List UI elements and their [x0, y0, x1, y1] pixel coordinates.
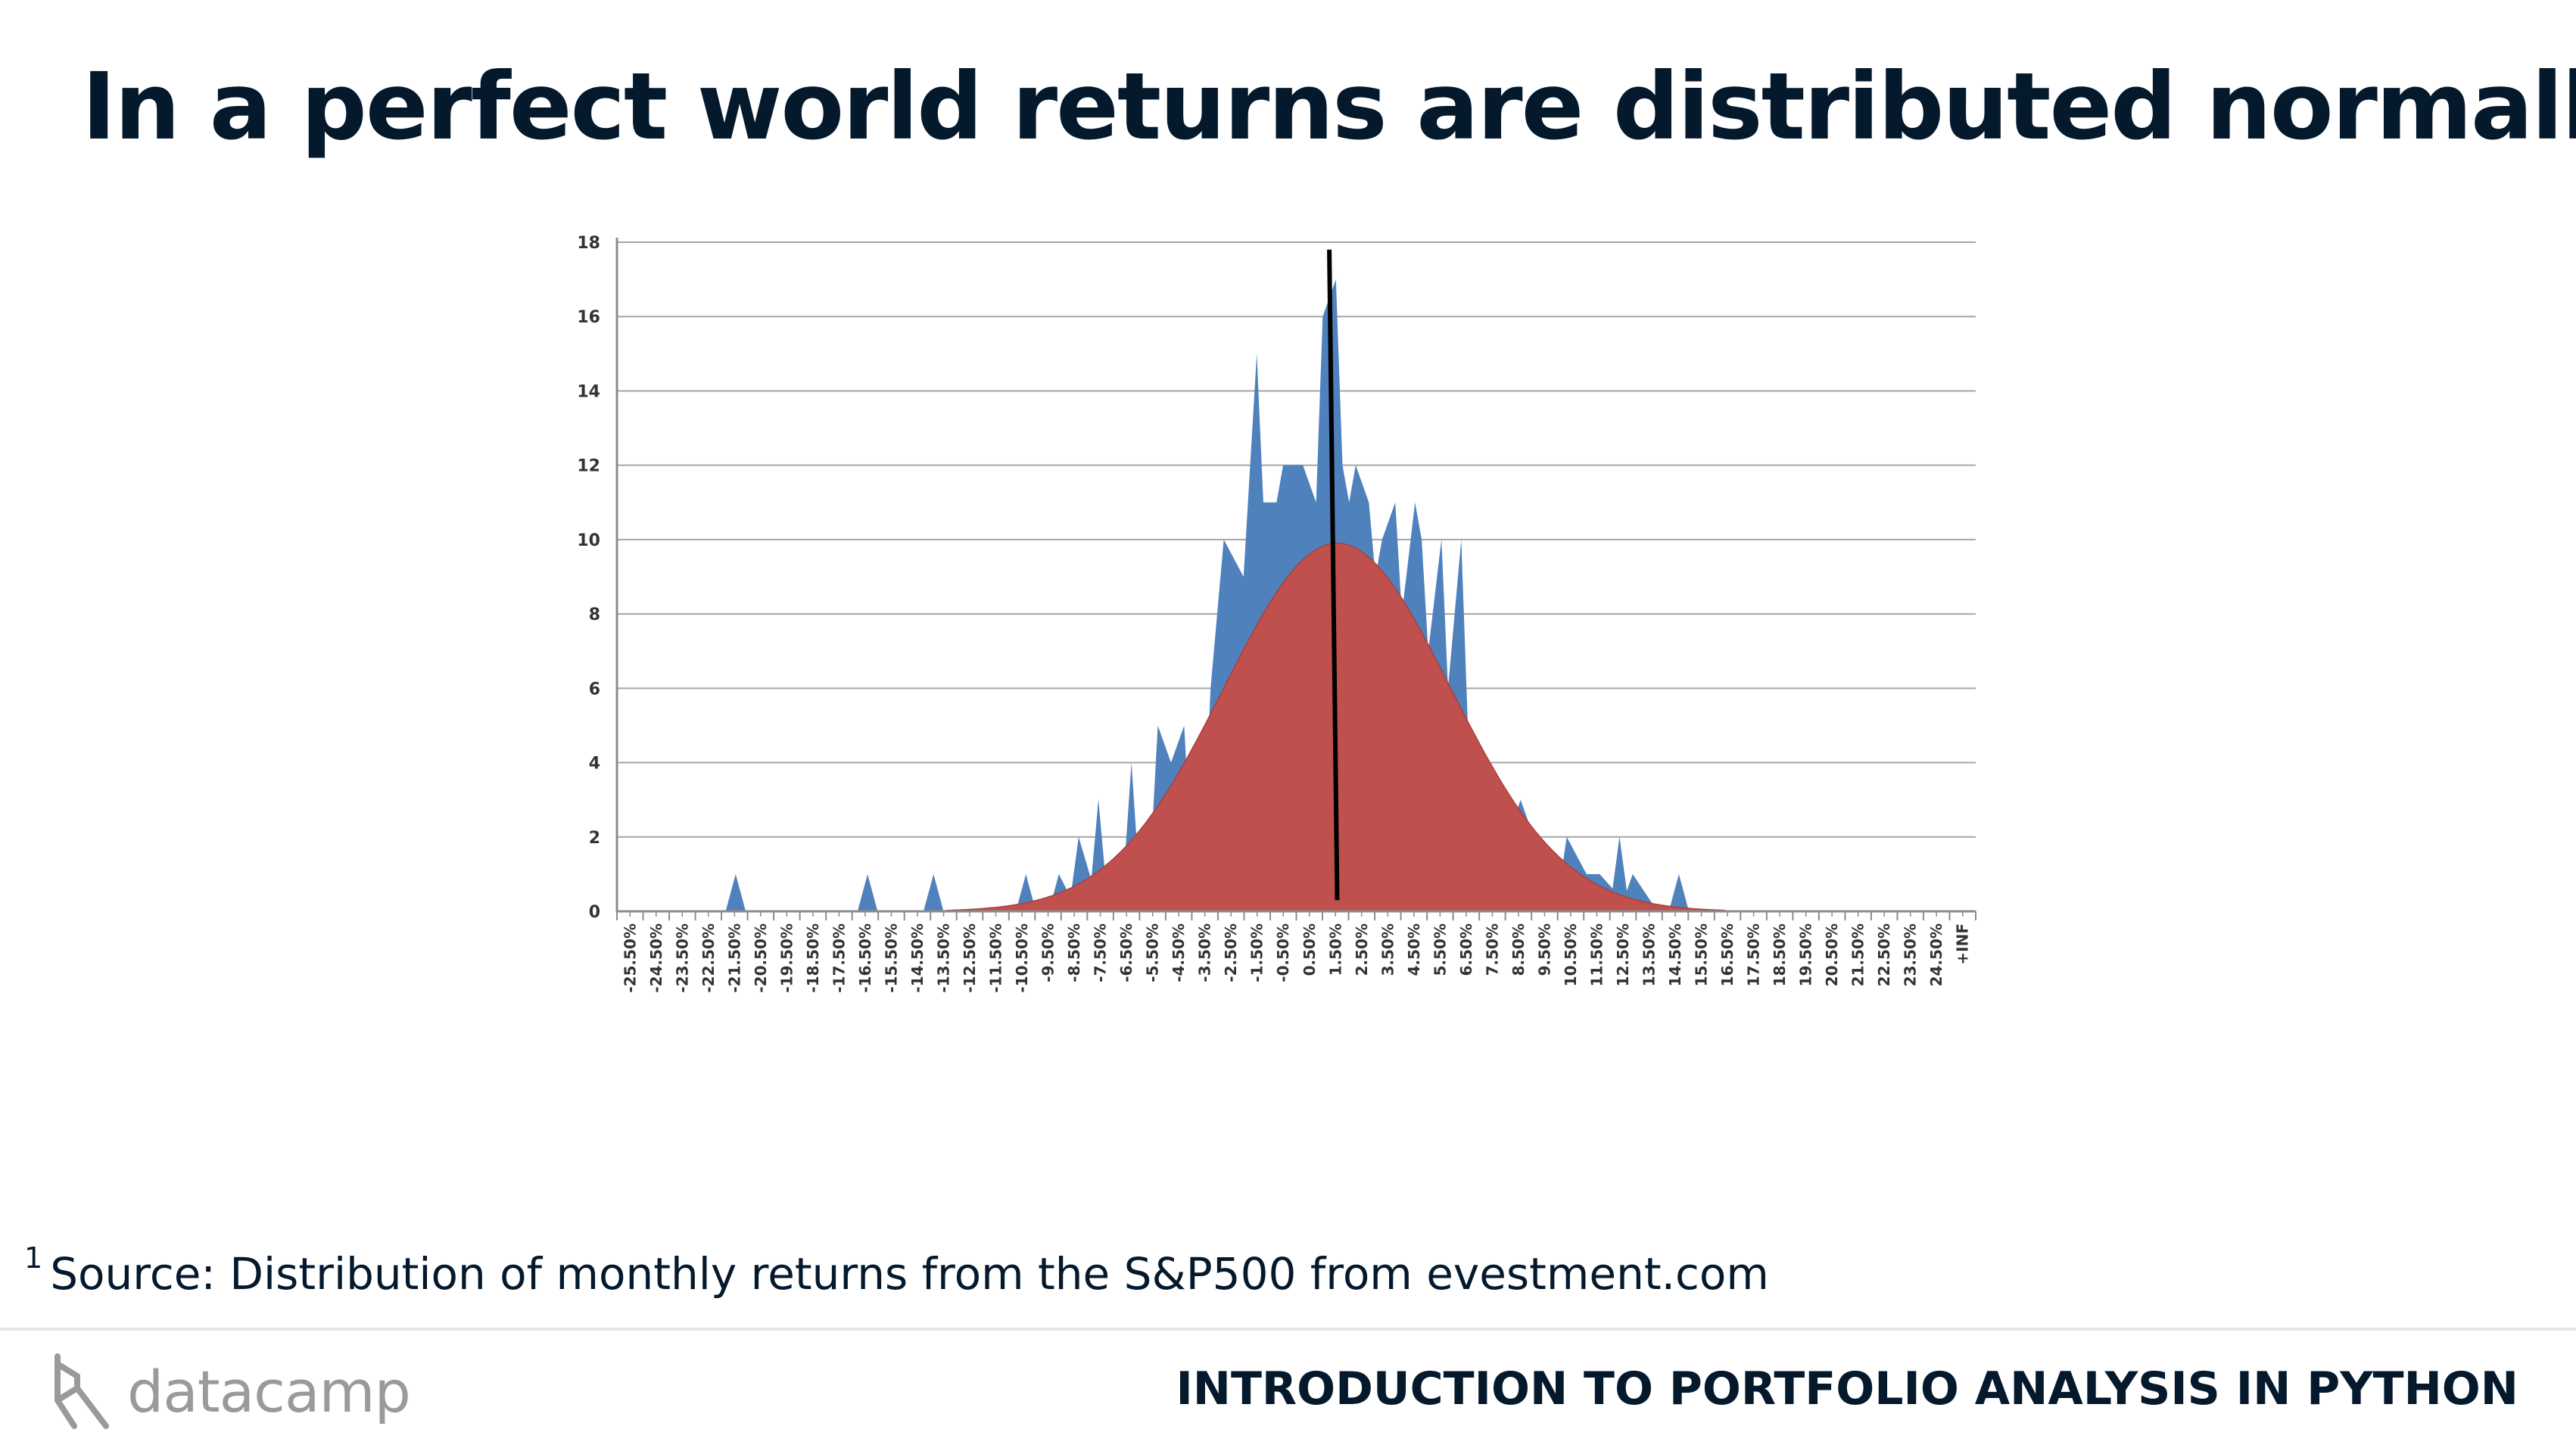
x-tick-label: 24.50%	[1927, 923, 1945, 986]
x-tick-label: -10.50%	[1013, 923, 1031, 993]
footer-divider	[0, 1328, 2576, 1331]
x-tick-label: 0.50%	[1300, 923, 1319, 976]
x-tick-label: -9.50%	[1039, 923, 1057, 982]
x-tick-label: 2.50%	[1353, 923, 1371, 976]
y-tick-label: 0	[589, 903, 600, 922]
x-tick-label: 19.50%	[1797, 923, 1815, 986]
x-tick-label: 18.50%	[1771, 923, 1789, 986]
footnote-marker: 1	[24, 1241, 43, 1275]
footnote-text: Source: Distribution of monthly returns …	[50, 1248, 1769, 1300]
y-tick-label: 2	[589, 829, 600, 848]
x-tick-label: 12.50%	[1614, 923, 1632, 986]
logo-wordmark: datacamp	[127, 1357, 411, 1425]
y-tick-label: 16	[577, 308, 600, 327]
x-tick-label: -11.50%	[987, 923, 1005, 993]
x-tick-label: 23.50%	[1902, 923, 1920, 986]
x-tick-label: -17.50%	[830, 923, 848, 993]
x-tick-label: 10.50%	[1562, 923, 1580, 986]
x-tick-label: -16.50%	[856, 923, 874, 993]
x-tick-label: 16.50%	[1718, 923, 1737, 986]
x-tick-label: -13.50%	[934, 923, 952, 993]
x-tick-label: 22.50%	[1875, 923, 1893, 986]
x-tick-label: -12.50%	[961, 923, 979, 993]
x-tick-label: -5.50%	[1144, 923, 1162, 982]
x-tick-label: -7.50%	[1092, 923, 1110, 982]
x-tick-label: -21.50%	[725, 923, 743, 993]
mean-line-series	[1327, 249, 1340, 901]
y-tick-label: 8	[589, 606, 600, 624]
returns-distribution-chart: 0 2 4 6 8 10 12 14 16 18 -25.50% -24.50% -23.50% -22…	[577, 234, 1976, 993]
x-tick-label: 6.50%	[1457, 923, 1475, 976]
y-tick-label: 12	[577, 457, 600, 476]
source-footnote: 1 Source: Distribution of monthly returns…	[24, 1241, 1769, 1300]
x-tick-label: -3.50%	[1196, 923, 1214, 982]
x-tick-label: -8.50%	[1065, 923, 1083, 982]
x-tick-label: 15.50%	[1693, 923, 1711, 986]
x-tick-label: 3.50%	[1378, 923, 1397, 976]
y-tick-labels: 0 2 4 6 8 10 12 14 16 18	[577, 234, 600, 922]
x-tick-label: -0.50%	[1274, 923, 1292, 982]
x-tick-label: +INF	[1954, 923, 1972, 965]
x-tick-label: 8.50%	[1509, 923, 1528, 976]
x-tick-label: -20.50%	[752, 923, 770, 993]
chart-axes	[615, 238, 1976, 920]
y-tick-label: 10	[577, 531, 600, 550]
x-tick-label: 21.50%	[1849, 923, 1867, 986]
y-tick-label: 4	[589, 755, 600, 774]
x-tick-label: -4.50%	[1170, 923, 1188, 982]
x-tick-label: 9.50%	[1535, 923, 1553, 976]
x-tick-label: -1.50%	[1248, 923, 1266, 982]
x-tick-label: -2.50%	[1222, 923, 1240, 982]
course-title: INTRODUCTION TO PORTFOLIO ANALYSIS IN PY…	[1176, 1362, 2518, 1415]
datacamp-logo-icon	[55, 1353, 109, 1429]
x-tick-label: -19.50%	[777, 923, 796, 993]
x-tick-label: -14.50%	[908, 923, 927, 993]
y-tick-label: 14	[577, 382, 600, 401]
x-tick-label: 7.50%	[1483, 923, 1501, 976]
x-tick-label: 17.50%	[1745, 923, 1763, 986]
x-tick-label: 11.50%	[1587, 923, 1606, 986]
x-tick-label: 14.50%	[1666, 923, 1684, 986]
x-tick-label: 20.50%	[1823, 923, 1841, 986]
y-tick-label: 18	[577, 234, 600, 253]
y-tick-label: 6	[589, 680, 600, 699]
x-tick-label: 1.50%	[1326, 923, 1344, 976]
x-tick-labels: -25.50% -24.50% -23.50% -22.50% -21.50% -20.5…	[621, 923, 1971, 993]
x-tick-label: -24.50%	[647, 923, 665, 993]
mean-line	[1327, 249, 1340, 901]
x-tick-label: -22.50%	[699, 923, 718, 993]
x-tick-label: 4.50%	[1405, 923, 1423, 976]
x-tick-label: 5.50%	[1431, 923, 1449, 976]
x-tick-label: -6.50%	[1117, 923, 1135, 982]
x-tick-label: -23.50%	[673, 923, 691, 993]
x-tick-label: -18.50%	[804, 923, 822, 993]
datacamp-logo: datacamp	[51, 1350, 411, 1433]
x-tick-label: -15.50%	[882, 923, 900, 993]
x-tick-label: 13.50%	[1640, 923, 1659, 986]
slide-title: In a perfect world returns are distribut…	[82, 53, 2576, 160]
x-tick-label: -25.50%	[621, 923, 639, 993]
